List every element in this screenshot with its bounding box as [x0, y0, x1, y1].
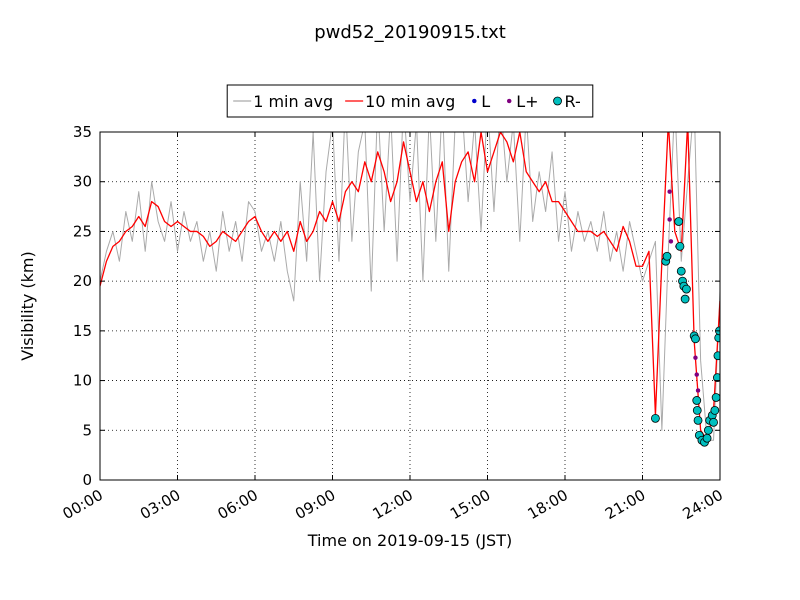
y-tick-label: 30: [73, 173, 92, 191]
legend-box: [226, 84, 594, 118]
point: [703, 425, 713, 435]
point: [710, 405, 720, 415]
point: [674, 217, 684, 226]
y-tick-label: 0: [82, 471, 92, 489]
legend-label: 10 min avg: [365, 92, 455, 111]
point: [472, 98, 477, 104]
y-tick-label: 15: [73, 322, 92, 340]
series-line: [100, 132, 720, 441]
point: [668, 239, 674, 244]
y-axis-label: Visibility (km): [18, 251, 37, 360]
point: [709, 417, 718, 427]
point: [506, 98, 512, 104]
point: [682, 284, 691, 294]
point: [662, 251, 672, 261]
point: [702, 433, 712, 443]
point: [676, 266, 686, 276]
y-tick-label: 35: [73, 123, 92, 141]
plot-area: [100, 132, 720, 447]
legend: 1 min avg 10 min avg L L+ R-: [226, 84, 594, 118]
point: [695, 388, 701, 393]
point: [711, 393, 720, 402]
point: [692, 405, 702, 415]
point: [691, 334, 700, 344]
legend-label: 1 min avg: [253, 92, 333, 111]
point: [553, 96, 562, 106]
point: [651, 413, 660, 423]
point: [713, 373, 720, 382]
series-line: [100, 132, 720, 441]
point: [692, 396, 702, 405]
point: [680, 294, 690, 304]
point: [693, 355, 698, 360]
x-axis-label: Time on 2019-09-15 (JST): [307, 531, 512, 550]
point: [713, 351, 720, 361]
point: [675, 241, 685, 251]
y-tick-label: 10: [73, 372, 92, 390]
point: [667, 189, 672, 194]
y-tick-label: 5: [82, 421, 92, 439]
point: [694, 372, 699, 377]
chart-title: pwd52_20190915.txt: [314, 22, 506, 43]
y-tick-label: 20: [73, 272, 92, 290]
legend-label: L+: [516, 92, 538, 111]
point: [667, 217, 672, 222]
point: [693, 415, 703, 425]
y-tick-label: 25: [73, 222, 92, 240]
legend-label: L: [481, 92, 490, 111]
legend-label: R-: [565, 92, 581, 111]
